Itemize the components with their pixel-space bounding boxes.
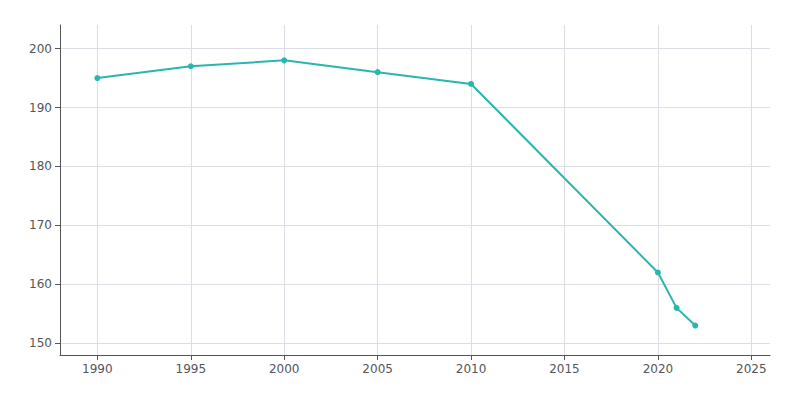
svg-text:2010: 2010 — [456, 362, 487, 376]
svg-text:2015: 2015 — [549, 362, 580, 376]
svg-text:160: 160 — [29, 277, 52, 291]
svg-text:200: 200 — [29, 42, 52, 56]
svg-text:1995: 1995 — [176, 362, 207, 376]
svg-text:2005: 2005 — [362, 362, 393, 376]
svg-text:2025: 2025 — [736, 362, 767, 376]
svg-text:150: 150 — [29, 336, 52, 350]
svg-text:2000: 2000 — [269, 362, 300, 376]
svg-text:1990: 1990 — [82, 362, 113, 376]
svg-text:2020: 2020 — [643, 362, 674, 376]
svg-text:190: 190 — [29, 101, 52, 115]
svg-text:170: 170 — [29, 218, 52, 232]
svg-text:180: 180 — [29, 159, 52, 173]
